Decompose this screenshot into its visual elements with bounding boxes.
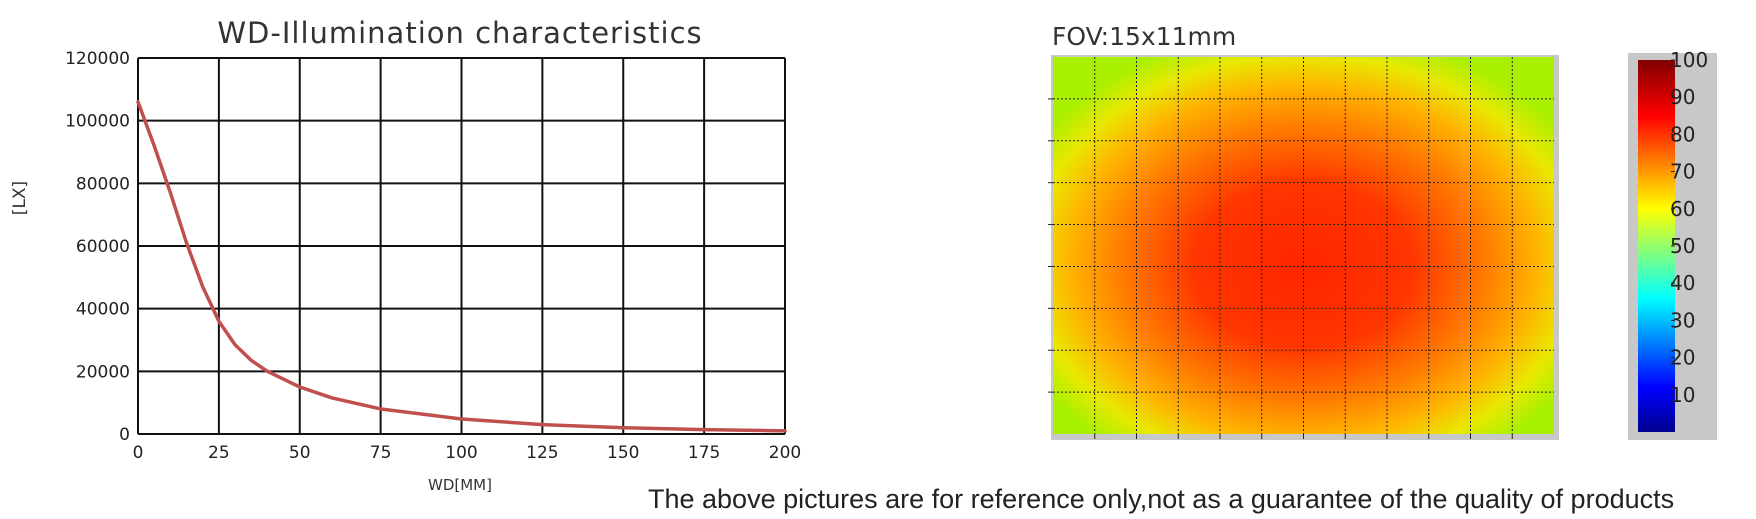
x-tick-label: 175 [688,443,720,463]
x-axis-ticks: 0 25 50 75 100 125 150 175 200 [133,443,802,463]
chart-title: WD-Illumination characteristics [217,16,702,50]
x-tick-label: 25 [208,443,230,463]
x-tick-label: 100 [445,443,477,463]
colorbar-tick-label: 10 [1670,383,1695,407]
chart-grid [137,57,786,435]
y-tick-label: 80000 [76,174,130,194]
disclaimer-text: The above pictures are for reference onl… [648,484,1675,514]
x-tick-label: 125 [526,443,558,463]
y-tick-label: 0 [119,425,130,445]
x-tick-label: 75 [370,443,392,463]
x-tick-label: 150 [607,443,639,463]
x-axis-label: WD[MM] [428,476,492,494]
fov-title: FOV:15x11mm [1052,22,1236,51]
colorbar-tick-label: 20 [1670,346,1695,370]
colorbar-tick-label: 80 [1670,122,1695,146]
x-tick-label: 200 [769,443,801,463]
wd-illumination-chart: WD-Illumination characteristics 0 20000 40… [10,16,802,494]
colorbar [1638,60,1675,432]
colorbar-tick-label: 90 [1670,85,1695,109]
colorbar-ticks: 10 20 30 40 50 60 70 80 90 100 [1670,48,1708,407]
fov-heatmap: FOV:15x11mm 10 20 30 40 50 60 70 80 90 100 [1048,22,1717,440]
y-axis-ticks: 0 20000 40000 60000 80000 100000 120000 [65,49,130,445]
heatmap-grid [1048,57,1554,439]
colorbar-tick-label: 50 [1670,234,1695,258]
colorbar-tick-label: 30 [1670,308,1695,332]
y-tick-label: 60000 [76,237,130,257]
y-tick-label: 40000 [76,300,130,320]
colorbar-tick-label: 60 [1670,197,1695,221]
colorbar-tick-label: 100 [1670,48,1708,72]
y-tick-label: 20000 [76,362,130,382]
y-tick-label: 100000 [65,112,130,132]
x-tick-label: 0 [133,443,144,463]
x-tick-label: 50 [289,443,311,463]
colorbar-tick-label: 40 [1670,271,1695,295]
illumination-series-line [136,100,787,433]
y-tick-label: 120000 [65,49,130,69]
colorbar-tick-label: 70 [1670,160,1695,184]
y-axis-label: [LX] [10,181,30,215]
